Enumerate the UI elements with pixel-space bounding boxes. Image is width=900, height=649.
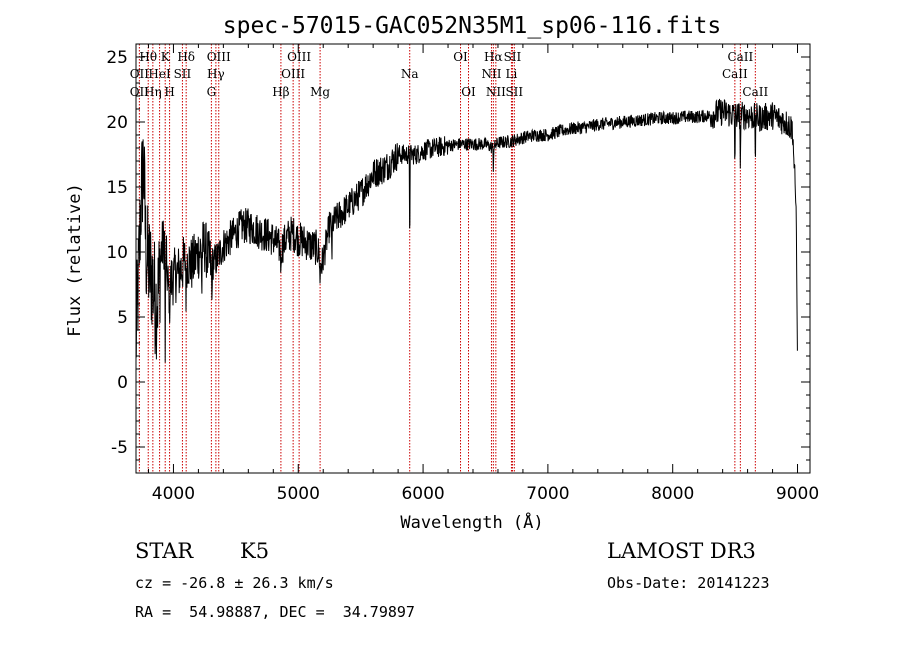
line-label: NII [486, 85, 506, 99]
line-label: Hθ [139, 50, 157, 64]
y-axis: -5 0 5 10 15 20 25 [106, 43, 810, 461]
object-type: STAR [135, 539, 194, 563]
x-tick-label: 6000 [401, 484, 444, 504]
y-tick-label: 10 [106, 243, 128, 263]
line-label: Hη [144, 85, 162, 99]
x-tick-label: 5000 [277, 484, 320, 504]
y-tick-label: 0 [117, 373, 128, 393]
y-axis-label: Flux (relative) [65, 183, 85, 337]
line-label: SII [505, 85, 523, 99]
line-label: SII [504, 50, 522, 64]
line-label: Hβ [272, 85, 289, 99]
obs-date: Obs-Date: 20141223 [607, 574, 770, 592]
line-label: NII [481, 67, 501, 81]
line-label: OIII [207, 50, 231, 64]
line-label: Mg [310, 85, 330, 99]
x-tick-label: 7000 [526, 484, 569, 504]
line-markers [138, 44, 756, 473]
line-label: OII [130, 67, 150, 81]
line-label: OIII [281, 67, 305, 81]
y-tick-label: 15 [106, 178, 128, 198]
line-label: H [164, 85, 174, 99]
line-label: OI [461, 85, 476, 99]
line-label: Na [401, 67, 419, 81]
line-label: K [161, 50, 171, 64]
chart-title: spec-57015-GAC052N35M1_sp06-116.fits [223, 13, 722, 39]
line-label: CaII [742, 85, 768, 99]
x-axis: 4000 5000 6000 7000 8000 9000 [147, 44, 819, 504]
x-tick-label: 4000 [152, 484, 195, 504]
x-axis-label: Wavelength (Å) [400, 511, 543, 533]
line-label: Hδ [177, 50, 195, 64]
line-label: G [207, 85, 217, 99]
line-label: Li [506, 67, 518, 81]
subclass: K5 [240, 539, 270, 563]
x-tick-label: 9000 [776, 484, 819, 504]
line-label: CaII [727, 50, 753, 64]
survey-label: LAMOST DR3 [607, 539, 756, 563]
y-tick-label: 20 [106, 113, 128, 133]
line-label: Hα [484, 50, 503, 64]
x-tick-label: 8000 [651, 484, 694, 504]
cz-value: cz = -26.8 ± 26.3 km/s [135, 574, 334, 592]
plot-frame [135, 43, 811, 474]
line-label: OIII [287, 50, 311, 64]
coordinates: RA = 54.98887, DEC = 34.79897 [135, 603, 415, 621]
line-label: CaII [722, 67, 748, 81]
spectrum-line [135, 98, 798, 363]
line-label: HeI [148, 67, 171, 81]
line-label: Hγ [207, 67, 225, 81]
y-tick-label: 25 [106, 48, 128, 68]
line-label: SII [174, 67, 192, 81]
y-tick-label: -5 [111, 438, 128, 458]
y-tick-label: 5 [117, 308, 128, 328]
line-label: OII [130, 85, 150, 99]
line-label: OI [453, 50, 468, 64]
